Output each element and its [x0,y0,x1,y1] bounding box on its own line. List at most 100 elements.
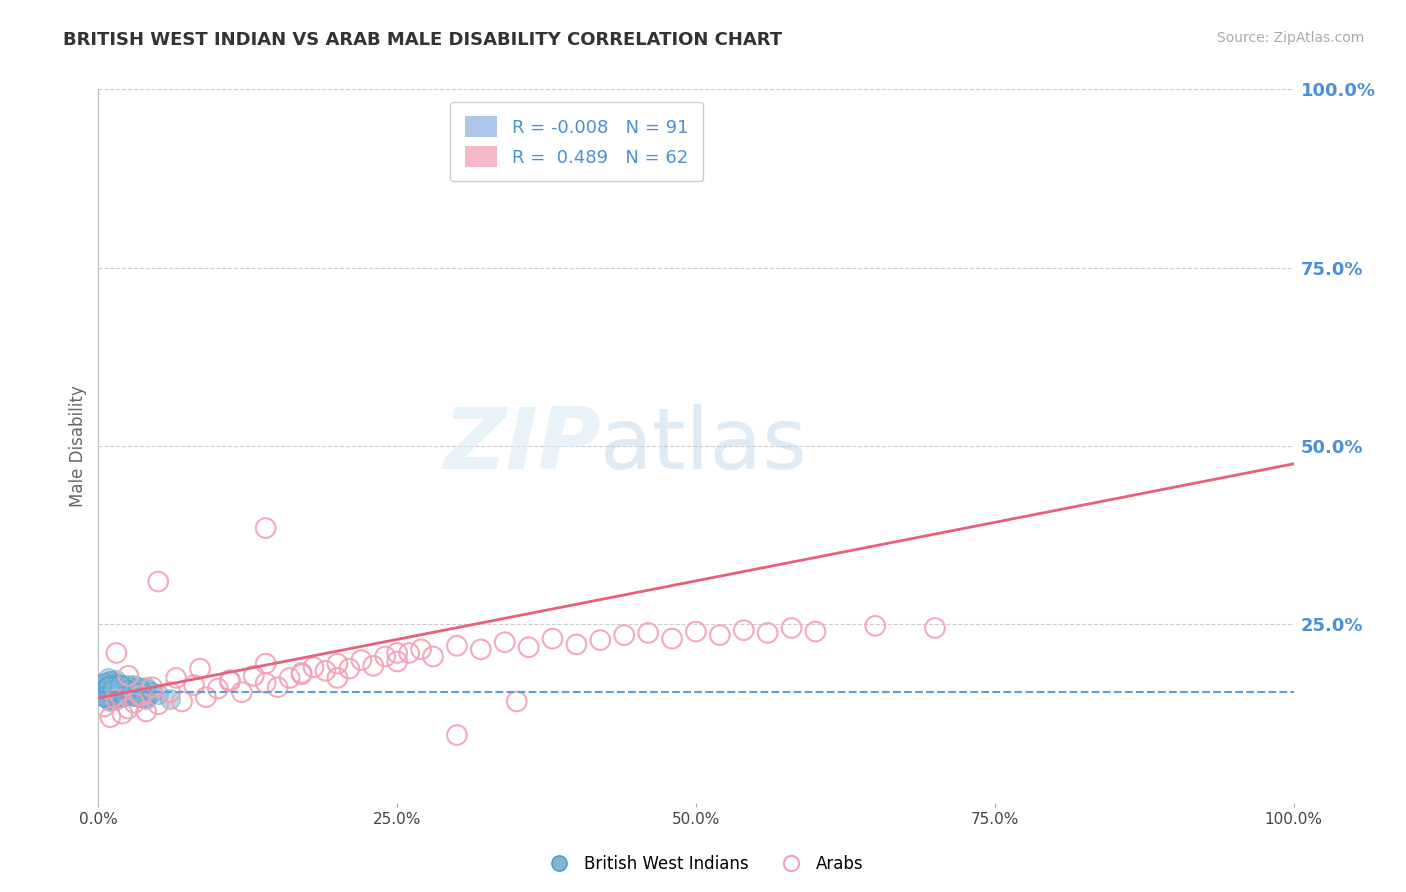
Point [114,689,136,703]
Point [93,687,115,701]
Point [105,692,128,706]
Point [111,706,134,721]
Point [159,685,181,699]
Point [93,683,115,698]
Point [124,678,146,692]
Point [101,683,124,698]
Point [363,658,385,673]
Text: Source: ZipAtlas.com: Source: ZipAtlas.com [1216,31,1364,45]
Point [93,685,115,699]
Point [93,689,115,703]
Point [172,694,194,708]
Point [117,687,139,701]
Point [148,574,170,589]
Point [756,626,779,640]
Point [98,680,122,694]
Point [124,687,146,701]
Point [105,676,128,690]
Point [105,646,128,660]
Point [141,685,163,699]
Point [98,690,122,705]
Point [494,635,516,649]
Point [98,710,122,724]
Point [326,671,349,685]
Point [637,626,659,640]
Point [385,655,409,669]
Point [124,689,146,703]
Point [98,690,122,705]
Point [117,669,139,683]
Point [93,683,115,698]
Point [446,728,468,742]
Text: atlas: atlas [600,404,808,488]
Point [129,683,152,698]
Point [117,685,139,699]
Point [105,692,128,706]
Point [97,680,120,694]
Point [865,619,887,633]
Point [278,671,301,685]
Point [165,671,187,685]
Point [780,621,803,635]
Point [105,683,128,698]
Point [98,685,122,699]
Point [589,633,612,648]
Point [111,690,134,705]
Point [117,683,139,698]
Point [97,681,120,696]
Point [105,681,128,696]
Point [315,664,337,678]
Point [291,665,314,680]
Point [924,621,946,635]
Point [101,690,124,705]
Point [231,685,253,699]
Point [219,673,242,687]
Point [101,687,124,701]
Point [105,685,128,699]
Point [135,705,157,719]
Point [105,678,128,692]
Point [470,642,492,657]
Point [183,678,205,692]
Point [195,690,218,705]
Point [93,678,115,692]
Point [302,660,325,674]
Point [105,692,128,706]
Point [135,690,157,705]
Point [398,646,420,660]
Point [350,653,373,667]
Point [101,687,124,701]
Point [98,689,122,703]
Point [148,687,170,701]
Point [101,687,124,701]
Point [132,690,155,705]
Point [506,694,529,708]
Point [254,657,277,671]
Point [141,680,163,694]
Point [685,624,707,639]
Point [135,680,157,694]
Point [267,680,290,694]
Point [111,678,134,692]
Point [98,674,122,689]
Point [97,689,120,703]
Point [111,683,134,698]
Point [117,678,139,692]
Point [124,689,146,703]
Point [804,624,827,639]
Point [101,690,124,705]
Point [93,689,115,703]
Point [117,680,139,694]
Point [93,699,115,714]
Point [105,685,128,699]
Point [129,690,152,705]
Point [188,662,211,676]
Legend: R = -0.008   N = 91, R =  0.489   N = 62: R = -0.008 N = 91, R = 0.489 N = 62 [450,102,703,181]
Point [385,646,409,660]
Point [105,673,128,687]
Point [98,694,122,708]
Point [97,671,120,685]
Point [565,637,588,651]
Point [219,674,242,689]
Point [101,685,124,699]
